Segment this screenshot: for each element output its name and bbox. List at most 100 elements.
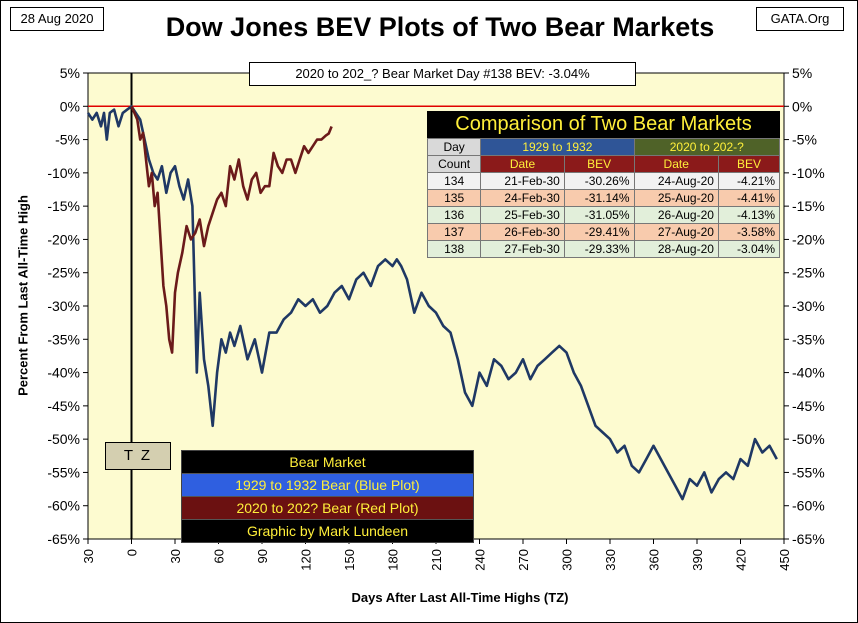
y-tick-label-right: 0% (792, 98, 812, 114)
x-tick-label: 30 (81, 549, 96, 563)
table-row: 134 21-Feb-30 -30.26% 24-Aug-20 -4.21% (426, 172, 781, 190)
x-tick-label: 180 (386, 549, 401, 571)
date-1929-cell: 24-Feb-30 (480, 189, 565, 207)
y-tick-label-left: -55% (47, 464, 80, 480)
y-tick-label-left: -45% (47, 398, 80, 414)
y-tick-label-right: 5% (792, 65, 812, 81)
y-tick-label-right: -45% (792, 398, 825, 414)
bev-2020-cell: -3.58% (717, 223, 781, 241)
legend: Bear Market 1929 to 1932 Bear (Blue Plot… (181, 450, 474, 543)
date-1929-cell: 26-Feb-30 (480, 223, 565, 241)
y-tick-label-right: -35% (792, 331, 825, 347)
bev-1929-cell: -30.26% (563, 172, 635, 190)
y-tick-label-right: -10% (792, 165, 825, 181)
y-axis-label: Percent From Last All-Time High (15, 195, 31, 396)
day-cell: 136 (426, 206, 482, 224)
legend-red-entry: 2020 to 202? Bear (Red Plot) (182, 497, 473, 520)
bev-2020-cell: -4.41% (717, 189, 781, 207)
y-tick-label-left: -25% (47, 265, 80, 281)
subtitle-box: 2020 to 202_? Bear Market Day #138 BEV: … (249, 62, 636, 86)
day-cell: 134 (426, 172, 482, 190)
table-row: 137 26-Feb-30 -29.41% 27-Aug-20 -3.58% (426, 223, 781, 241)
day-cell: 138 (426, 240, 482, 258)
day-cell: 137 (426, 223, 482, 241)
date-1929-cell: 21-Feb-30 (480, 172, 565, 190)
table-row: 136 25-Feb-30 -31.05% 26-Aug-20 -4.13% (426, 206, 781, 224)
y-tick-label-right: -5% (792, 132, 817, 148)
x-tick-label: 60 (212, 549, 227, 563)
y-tick-label-right: -20% (792, 231, 825, 247)
x-tick-label: 390 (690, 549, 705, 571)
bev-header-1929: BEV (563, 155, 635, 173)
y-tick-label-left: -30% (47, 298, 80, 314)
day-header: Day (426, 138, 482, 156)
y-tick-label-left: -20% (47, 231, 80, 247)
date-1929-cell: 27-Feb-30 (480, 240, 565, 258)
bev-2020-cell: -4.21% (717, 172, 781, 190)
y-tick-label-left: -65% (47, 531, 80, 547)
y-tick-label-right: -50% (792, 431, 825, 447)
date-box: 28 Aug 2020 (10, 7, 104, 31)
x-tick-label: 360 (647, 549, 662, 571)
y-tick-label-left: 0% (60, 98, 80, 114)
date-2020-cell: 24-Aug-20 (633, 172, 719, 190)
y-tick-label-right: -55% (792, 464, 825, 480)
comparison-title: Comparison of Two Bear Markets (427, 111, 780, 138)
y-tick-label-right: -30% (792, 298, 825, 314)
bev-1929-cell: -29.41% (563, 223, 635, 241)
date-2020-cell: 26-Aug-20 (633, 206, 719, 224)
legend-heading: Bear Market (182, 451, 473, 474)
red-series-line (130, 105, 333, 354)
date-2020-cell: 28-Aug-20 (633, 240, 719, 258)
table-row: 135 24-Feb-30 -31.14% 25-Aug-20 -4.41% (426, 189, 781, 207)
date-header-1929: Date (480, 155, 565, 173)
y-tick-label-left: -40% (47, 365, 80, 381)
x-tick-label: 30 (168, 549, 183, 563)
bev-1929-cell: -31.14% (563, 189, 635, 207)
y-tick-label-right: -15% (792, 198, 825, 214)
y-tick-label-left: -35% (47, 331, 80, 347)
x-tick-label: 90 (255, 549, 270, 563)
x-tick-label: 0 (125, 549, 140, 556)
y-tick-label-right: -40% (792, 365, 825, 381)
bev-2020-cell: -4.13% (717, 206, 781, 224)
date-2020-cell: 27-Aug-20 (633, 223, 719, 241)
x-tick-label: 270 (516, 549, 531, 571)
bev-1929-cell: -29.33% (563, 240, 635, 258)
x-tick-label: 210 (429, 549, 444, 571)
y-tick-label-left: -15% (47, 198, 80, 214)
bev-1929-cell: -31.05% (563, 206, 635, 224)
chart-title: Dow Jones BEV Plots of Two Bear Markets (165, 12, 715, 42)
count-header: Count (426, 155, 482, 173)
y-tick-label-left: -50% (47, 431, 80, 447)
group-1929-header: 1929 to 1932 (480, 138, 635, 156)
y-tick-label-left: -5% (55, 132, 80, 148)
table-row: 138 27-Feb-30 -29.33% 28-Aug-20 -3.04% (426, 240, 781, 258)
tz-marker-label: T Z (105, 442, 171, 470)
legend-credit: Graphic by Mark Lundeen (182, 520, 473, 542)
group-2020-header: 2020 to 202-? (633, 138, 780, 156)
date-header-2020: Date (633, 155, 719, 173)
bev-2020-cell: -3.04% (717, 240, 781, 258)
x-tick-label: 300 (560, 549, 575, 571)
bev-header-2020: BEV (717, 155, 781, 173)
x-tick-label: 120 (299, 549, 314, 571)
y-tick-label-left: -60% (47, 498, 80, 514)
y-tick-label-right: -60% (792, 498, 825, 514)
y-tick-label-left: 5% (60, 65, 80, 81)
y-tick-label-left: -10% (47, 165, 80, 181)
x-tick-label: 420 (734, 549, 749, 571)
x-tick-label: 240 (473, 549, 488, 571)
blue-series-line (86, 105, 778, 501)
y-tick-label-right: -65% (792, 531, 825, 547)
x-tick-label: 450 (777, 549, 792, 571)
x-tick-label: 150 (342, 549, 357, 571)
source-box: GATA.Org (756, 7, 844, 31)
date-1929-cell: 25-Feb-30 (480, 206, 565, 224)
day-cell: 135 (426, 189, 482, 207)
date-2020-cell: 25-Aug-20 (633, 189, 719, 207)
y-tick-label-right: -25% (792, 265, 825, 281)
comparison-table: Comparison of Two Bear Markets Day 1929 … (426, 111, 781, 258)
x-tick-label: 330 (603, 549, 618, 571)
legend-blue-entry: 1929 to 1932 Bear (Blue Plot) (182, 474, 473, 497)
